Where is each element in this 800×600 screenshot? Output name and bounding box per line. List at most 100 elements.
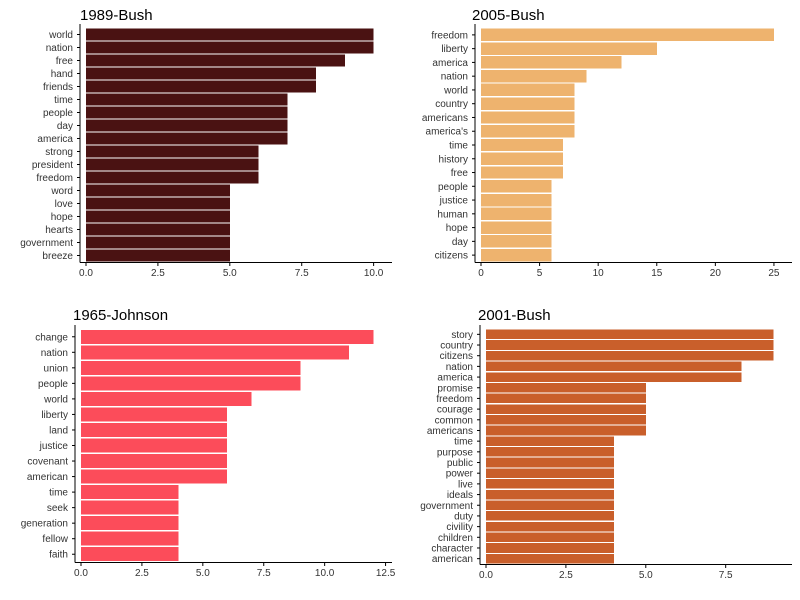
- bar-change: [81, 329, 374, 344]
- category-label: citizens: [435, 251, 468, 262]
- category-label: liberty: [41, 410, 68, 421]
- bar-civility: [486, 521, 614, 532]
- category-label: story: [451, 330, 473, 341]
- bar-american: [81, 469, 228, 484]
- bar-people: [86, 106, 288, 119]
- bar-union: [81, 360, 301, 375]
- category-label: friends: [43, 82, 73, 93]
- x-tick-label: 7.5: [257, 568, 271, 579]
- category-label: love: [55, 199, 74, 210]
- category-label: government: [420, 501, 473, 512]
- bar-liberty: [81, 407, 228, 422]
- category-label: hearts: [45, 225, 73, 236]
- category-label: time: [49, 488, 68, 499]
- category-label: breeze: [42, 251, 73, 262]
- category-label: free: [451, 168, 469, 179]
- category-label: america: [37, 134, 73, 145]
- category-label: america's: [426, 127, 468, 138]
- bar-nation: [86, 41, 374, 54]
- bar-land: [81, 422, 228, 437]
- category-label: common: [435, 415, 473, 426]
- category-label: public: [447, 458, 473, 469]
- bar-people: [481, 180, 552, 193]
- bar-justice: [81, 438, 228, 453]
- bar-nation: [486, 361, 742, 372]
- x-tick-label: 12.5: [376, 568, 396, 579]
- panel-title: 1989-Bush: [80, 7, 153, 24]
- category-label: generation: [21, 519, 68, 530]
- category-label: promise: [437, 383, 473, 394]
- category-label: word: [50, 186, 73, 197]
- bar-america: [486, 372, 742, 382]
- category-label: nation: [41, 348, 68, 359]
- bar-hope: [481, 221, 552, 234]
- x-tick-label: 5.0: [223, 268, 237, 279]
- bar-time: [86, 93, 288, 106]
- category-label: hope: [446, 223, 469, 234]
- category-label: justice: [39, 441, 69, 452]
- panel-title: 2001-Bush: [478, 307, 551, 324]
- x-tick-label: 0.0: [479, 570, 493, 581]
- bar-world: [481, 83, 575, 97]
- category-label: children: [438, 533, 473, 544]
- bar-fellow: [81, 531, 179, 546]
- bar-nation: [481, 69, 587, 83]
- bar-faith: [81, 547, 179, 562]
- bar-ideals: [486, 489, 614, 500]
- category-label: seek: [47, 503, 69, 514]
- bar-freedom: [481, 28, 774, 42]
- panel-2005-bush: 2005-Bush freedom liberty america nation worl…: [422, 7, 792, 279]
- category-label: ideals: [447, 490, 473, 501]
- bar-government: [486, 500, 614, 511]
- bar-covenant: [81, 454, 228, 469]
- bar-history: [481, 152, 564, 165]
- bar-people: [81, 376, 301, 391]
- category-label: freedom: [36, 173, 73, 184]
- bar-government: [86, 236, 230, 249]
- category-label: hand: [51, 69, 73, 80]
- category-label: time: [454, 437, 473, 448]
- x-tick-label: 5.0: [196, 568, 210, 579]
- category-label: freedom: [436, 394, 473, 405]
- category-label: justice: [439, 196, 469, 207]
- category-label: fellow: [42, 534, 68, 545]
- bar-friends: [86, 80, 317, 93]
- x-tick-label: 5.0: [639, 570, 653, 581]
- bar-time: [486, 436, 614, 446]
- category-label: union: [44, 363, 68, 374]
- category-label: people: [43, 108, 73, 119]
- category-label: strong: [45, 147, 73, 158]
- x-tick-label: 0: [478, 268, 484, 279]
- category-label: government: [20, 238, 73, 249]
- x-tick-label: 5: [537, 268, 543, 279]
- bar-america: [86, 132, 288, 145]
- bar-freedom: [486, 393, 646, 404]
- bar-nation: [81, 345, 350, 360]
- bar-americans: [481, 111, 575, 124]
- bar-free: [481, 166, 564, 179]
- bar-story: [486, 329, 774, 340]
- bar-american: [486, 553, 614, 564]
- category-label: hope: [51, 212, 74, 223]
- bar-breeze: [86, 249, 230, 262]
- category-label: change: [35, 332, 68, 343]
- category-label: nation: [446, 362, 473, 373]
- bar-america-s: [481, 125, 575, 138]
- bar-freedom: [86, 171, 259, 184]
- category-label: america: [432, 58, 468, 69]
- bar-day: [481, 235, 552, 248]
- category-label: people: [38, 379, 68, 390]
- category-label: president: [32, 160, 73, 171]
- x-tick-label: 25: [768, 268, 780, 279]
- bar-world: [86, 28, 374, 41]
- bar-children: [486, 532, 614, 543]
- bar-president: [86, 158, 259, 171]
- bar-day: [86, 119, 288, 132]
- x-tick-label: 7.5: [719, 570, 733, 581]
- bar-word: [86, 184, 230, 197]
- category-label: faith: [49, 550, 68, 561]
- bar-strong: [86, 145, 259, 158]
- bar-liberty: [481, 42, 657, 55]
- category-label: citizens: [440, 351, 473, 362]
